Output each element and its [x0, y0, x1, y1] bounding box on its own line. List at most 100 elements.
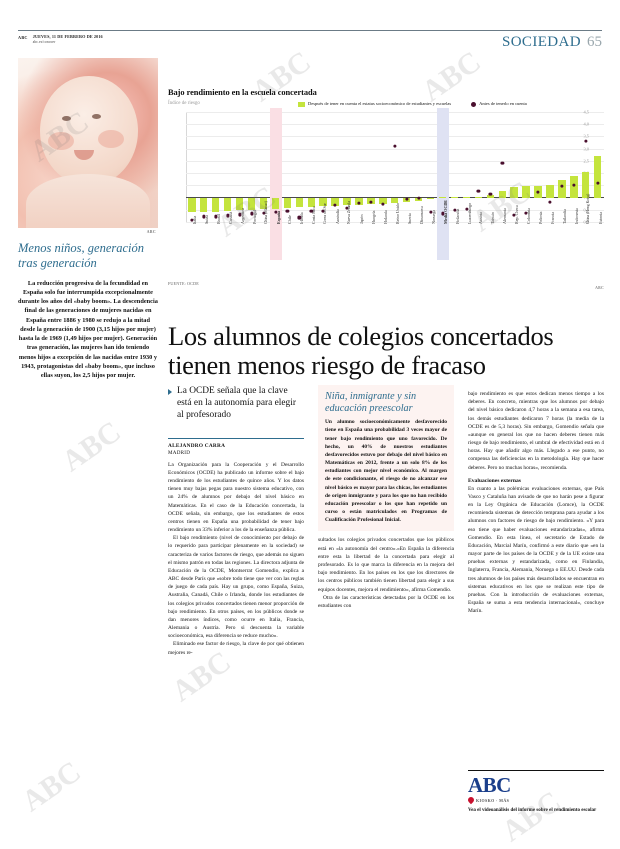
- article-paragraph: El bajo rendimiento (nivel de conocimien…: [168, 535, 304, 640]
- article-body-column-2: sultados los colegios privados concertad…: [318, 536, 454, 610]
- byline-city: MADRID: [168, 449, 191, 456]
- chart-category-slot: [508, 112, 520, 222]
- chart-dot-marker: [321, 209, 325, 213]
- chart-gridline: [186, 148, 604, 150]
- chart-category-slot: [401, 112, 413, 222]
- legend-label-before: Antes de tenerlo en cuenta: [479, 101, 527, 106]
- footer-logo-box: ABC KIOSKO · MÁS Vea el videoanálisis de…: [466, 770, 604, 814]
- chart-dot-marker: [429, 210, 433, 214]
- watermark: ABC: [55, 414, 127, 479]
- chart-x-tick-label: Tailandia: [562, 208, 568, 224]
- chart-dot-marker: [417, 196, 421, 200]
- chart-x-tick-label: Canadá: [227, 211, 233, 224]
- chart-x-tick-label: Australia: [335, 209, 341, 224]
- chart-x-tick-label: Estonia: [597, 211, 603, 224]
- chart-dot-marker: [333, 203, 337, 207]
- chart-bar: [462, 196, 471, 198]
- chart-bar: [223, 197, 232, 211]
- sidebar-body-text: La reducción progresiva de la fecundidad…: [18, 279, 158, 380]
- chart-category-slot: [305, 112, 317, 222]
- chart-bar: [426, 197, 435, 200]
- chart-category-slot: [329, 112, 341, 222]
- chart-bar: [283, 197, 292, 208]
- chart-bar: [498, 190, 506, 198]
- chart-dot-marker: [345, 206, 349, 210]
- chart-gridline: [186, 124, 604, 126]
- chart-y-tick-label: 0,5: [583, 207, 590, 213]
- chart-bar: [331, 197, 339, 206]
- chart-category-slot: [592, 112, 604, 222]
- article-body-column-1: La Organización para la Cooperación y el…: [168, 461, 304, 657]
- chart-category-slot: [282, 112, 294, 222]
- chart-gridline: [186, 136, 604, 138]
- chart-x-tick-label: Nueva Zelanda: [347, 200, 352, 224]
- chart-y-tick-label: 4,0: [583, 121, 590, 127]
- chart-bar: [295, 197, 303, 208]
- chart-x-tick-label: Noruega: [430, 209, 436, 224]
- chart-gridline: [186, 173, 604, 175]
- chart-category-slot: [461, 112, 473, 222]
- chart-bars: [186, 112, 604, 223]
- chart-x-tick-label: Indonesia: [573, 208, 579, 224]
- chart-category-slot: [413, 112, 425, 222]
- chart-plot-area: 0,00,51,01,52,02,53,03,54,04,5 ItaliaSui…: [168, 107, 604, 260]
- chart-bar: [188, 197, 196, 212]
- feature-text: Un alumno socioeconómicamente desfavorec…: [325, 419, 447, 524]
- chart-bar: [582, 171, 590, 198]
- legend-item-before: Antes de tenerlo en cuenta: [471, 101, 527, 107]
- chart-bar: [558, 180, 566, 198]
- chart-gridline: [186, 221, 604, 223]
- article-body-column-3-after: En cuanto a las polémicas evaluaciones e…: [468, 485, 604, 616]
- chart-dot-marker: [488, 192, 492, 196]
- photo-cheek-right: [98, 130, 124, 148]
- baby-photo: [18, 58, 158, 228]
- article-paragraph: sultados los colegios privados concertad…: [318, 537, 454, 593]
- chart-x-tick-label: Alemania: [502, 208, 508, 224]
- chart-category-slot: [556, 112, 568, 222]
- chart-bar: [200, 197, 208, 213]
- chart-bar: [235, 197, 244, 211]
- chart-x-labels: Italia Suiza Brasil Canadá Argentina Portugal…: [186, 194, 604, 270]
- chart-category-slot: [222, 112, 234, 222]
- chart-dot-marker: [524, 211, 528, 215]
- chart-category-slot: [496, 112, 508, 222]
- chart-dot-marker: [369, 200, 373, 204]
- footer-sub-brand: KIOSKO · MÁS: [476, 797, 510, 803]
- chart-dot-marker: [393, 144, 397, 148]
- article-paragraph: bajo rendimiento es que estos dedican me…: [468, 391, 604, 471]
- chart-dot-marker: [357, 201, 361, 205]
- chart-category-slot: [484, 112, 496, 222]
- chart-dot-marker: [214, 214, 218, 219]
- footer-rule: [468, 770, 604, 771]
- chart-category-slot: [520, 112, 532, 222]
- legend-label-after: Después de tener en cuenta el estatus so…: [308, 101, 452, 106]
- chart-x-tick-label: Hungría: [371, 210, 377, 224]
- chart-bar: [486, 195, 494, 198]
- chart-dot-marker: [309, 209, 313, 213]
- chart-gridline: [186, 160, 604, 162]
- masthead-url: abc.es/conocer: [32, 40, 56, 45]
- chart-category-slot: [234, 112, 246, 222]
- chart-dot-marker: [202, 214, 206, 219]
- chart-dot-marker: [512, 213, 516, 217]
- chart-x-tick-label: Italia: [191, 215, 197, 224]
- chart-category-slot: [473, 112, 485, 222]
- chart-dot-marker: [238, 213, 242, 217]
- chart-y-tick-label: 3,5: [583, 133, 590, 139]
- article-column-2: Niña, inmigrante y sin educación preesco…: [318, 385, 454, 610]
- masthead: ABC JUEVES, 11 DE FEBRERO DE 2016 abc.es…: [18, 30, 602, 51]
- chart-bar: [546, 184, 554, 198]
- article-body-column-3: bajo rendimiento es que estos dedican me…: [468, 390, 604, 472]
- chart-dot-marker: [250, 212, 254, 216]
- chart-dot-marker: [441, 212, 445, 216]
- watermark: ABC: [15, 754, 87, 819]
- chart-category-slot: [377, 112, 389, 222]
- chart-frame: [186, 111, 604, 222]
- chart-y-tick-label: 3,0: [583, 146, 590, 152]
- chart-x-tick-label: Holanda: [382, 210, 388, 224]
- chart-bar: [379, 197, 387, 204]
- chart-bar: [438, 196, 447, 198]
- chart-y-tick-label: 2,5: [583, 158, 590, 164]
- article-byline: ALEJANDRO CARRA MADRID: [168, 437, 304, 456]
- chart-x-tick-label: Austria: [478, 211, 484, 224]
